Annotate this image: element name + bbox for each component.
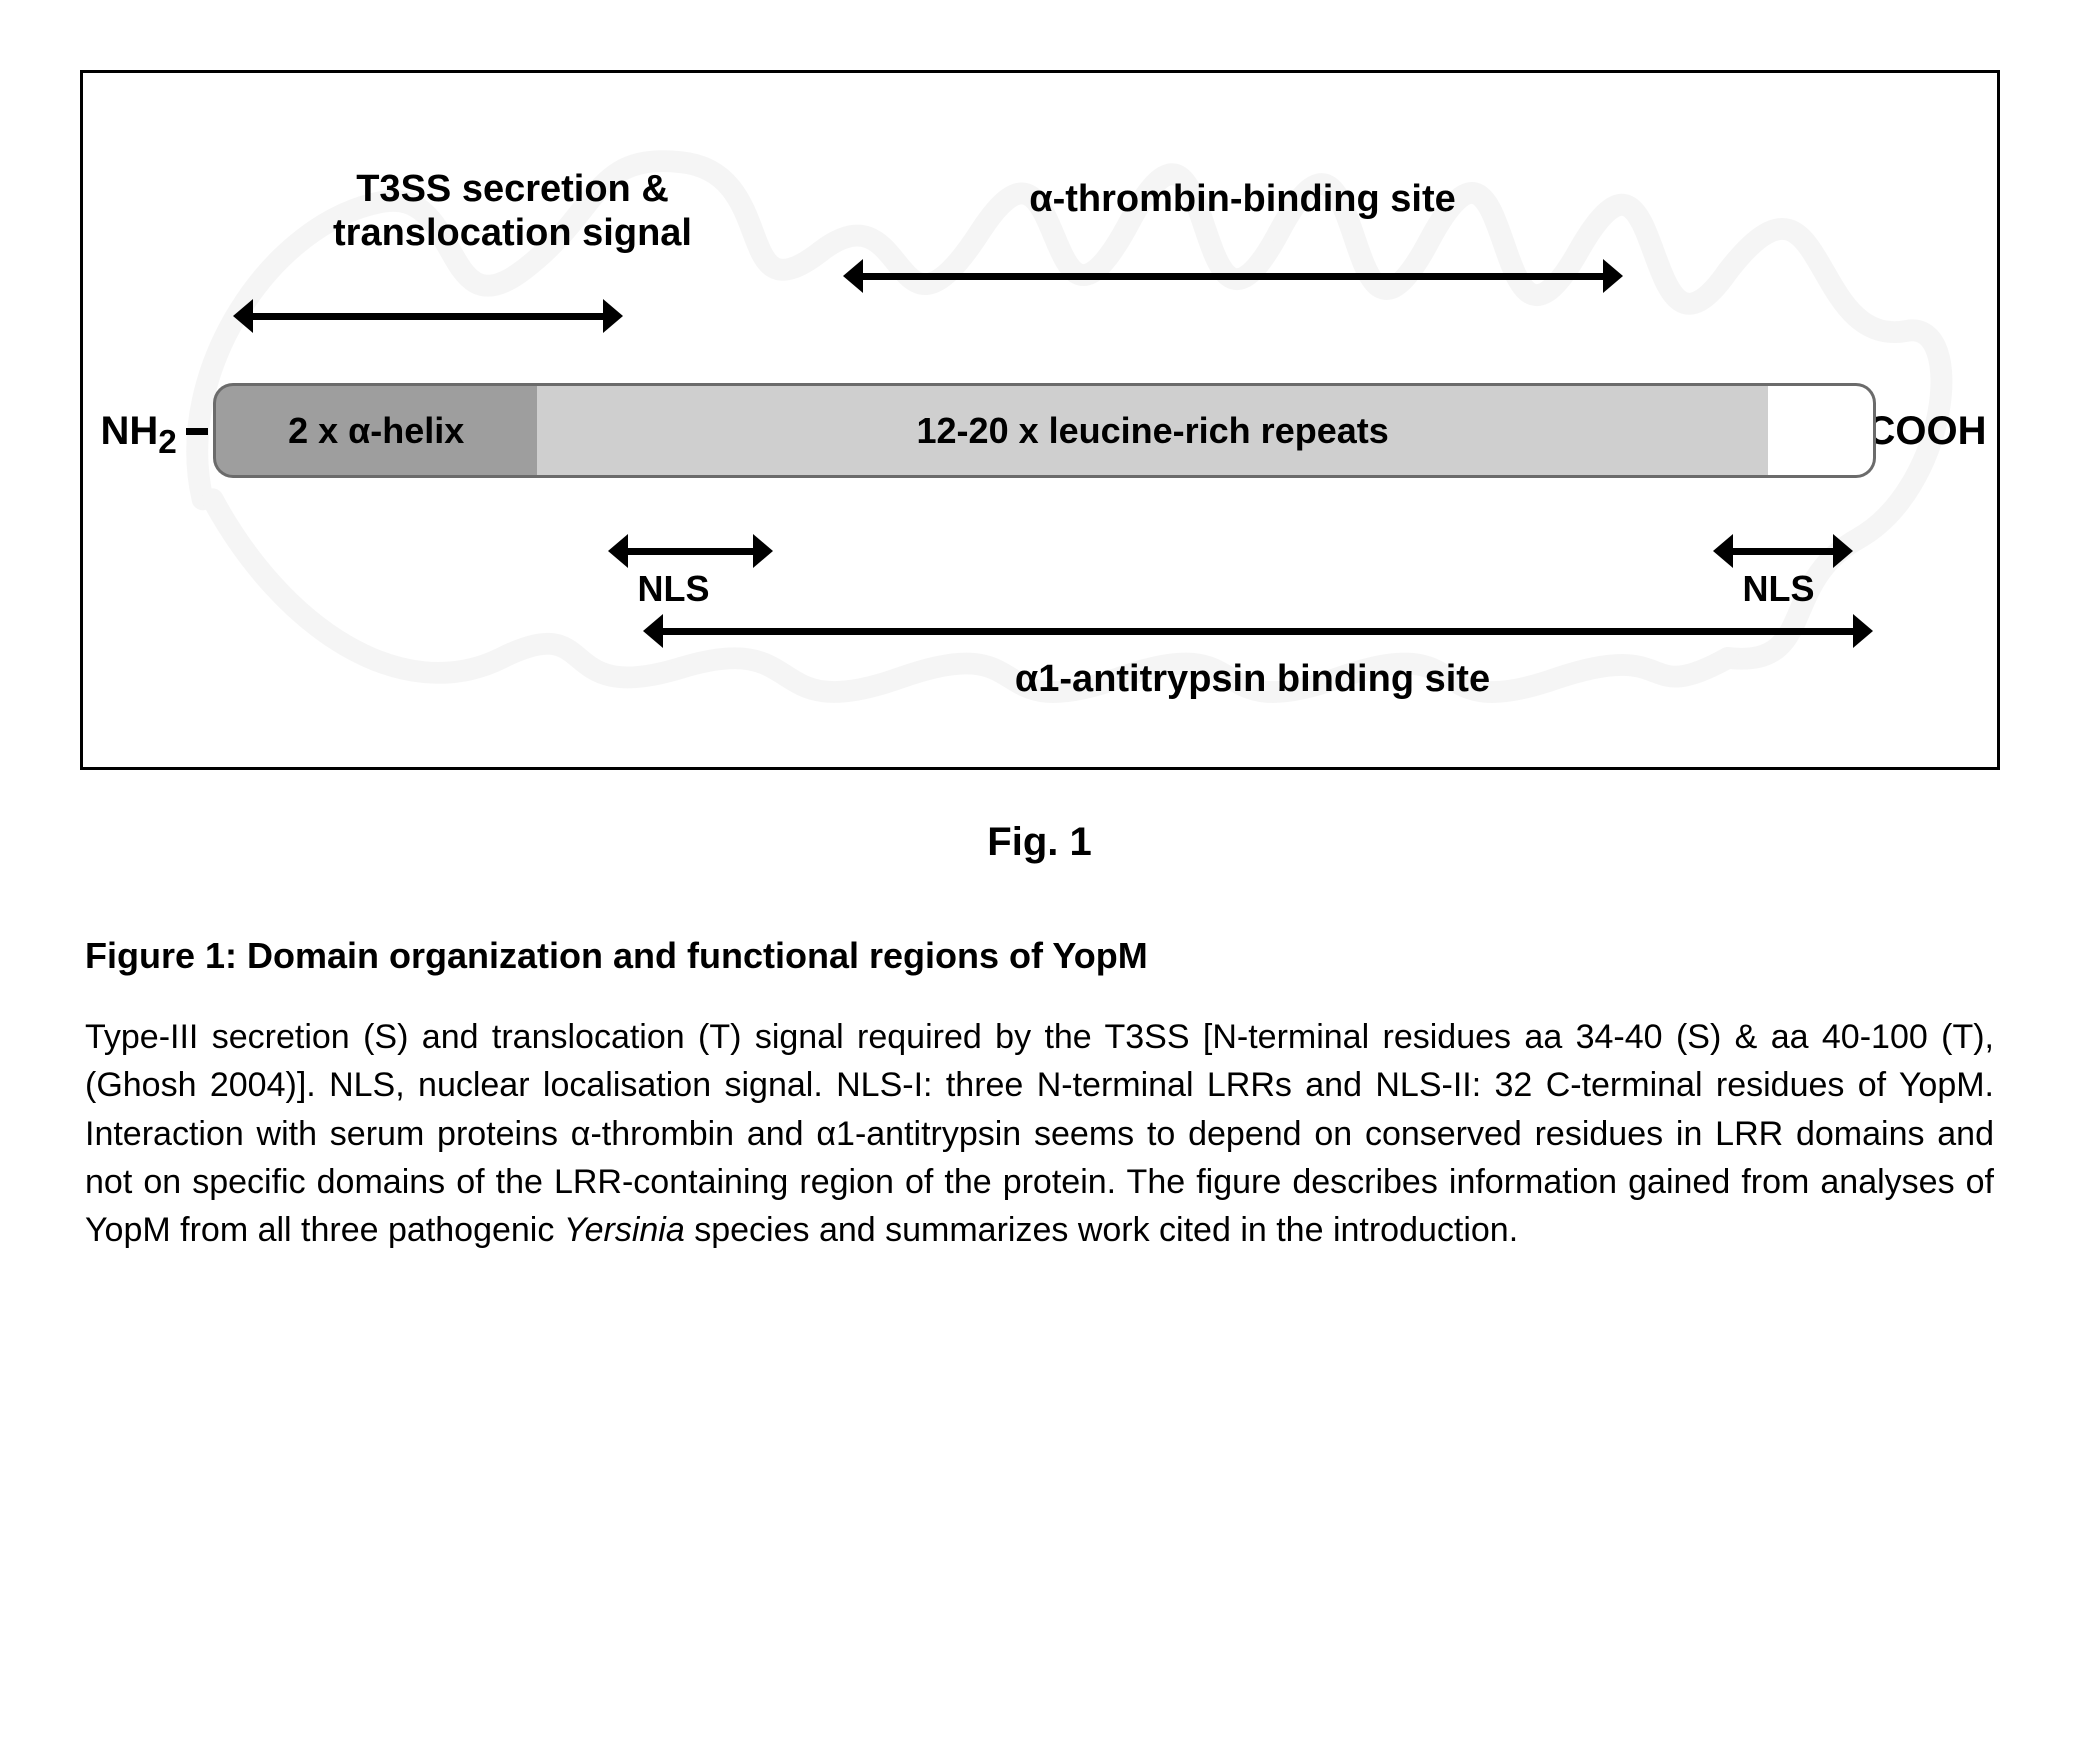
arrowhead-right-icon <box>603 299 623 333</box>
t3ss-line1: T3SS secretion & <box>303 168 723 212</box>
arrowhead-left-icon <box>643 614 663 648</box>
diagram-box: T3SS secretion & translocation signal α-… <box>80 70 2000 770</box>
arrowhead-left-icon <box>1713 534 1733 568</box>
arrowhead-left-icon <box>843 259 863 293</box>
arrowhead-left-icon <box>608 534 628 568</box>
antitrypsin-label: α1-antitrypsin binding site <box>843 658 1663 702</box>
thrombin-label: α-thrombin-binding site <box>903 178 1583 222</box>
tail-segment <box>1768 383 1876 478</box>
nh-sub: 2 <box>158 424 177 461</box>
t3ss-line2: translocation signal <box>303 212 723 256</box>
caption-title: Figure 1: Domain organization and functi… <box>85 935 2034 977</box>
arrowhead-right-icon <box>753 534 773 568</box>
antitrypsin-arrow <box>661 628 1855 635</box>
t3ss-label: T3SS secretion & translocation signal <box>303 168 723 255</box>
nls2-arrow <box>1731 548 1835 555</box>
nls-label-1: NLS <box>638 568 710 609</box>
figure-number: Fig. 1 <box>45 820 2034 865</box>
arrowhead-right-icon <box>1603 259 1623 293</box>
thrombin-arrow <box>861 273 1605 280</box>
helix-segment: 2 x α-helix <box>213 383 537 478</box>
arrowhead-right-icon <box>1833 534 1853 568</box>
nh-text: NH <box>101 409 159 453</box>
t3ss-arrow <box>251 313 605 320</box>
n-dash <box>186 428 208 435</box>
nls1-arrow <box>626 548 755 555</box>
nls-label-2: NLS <box>1743 568 1815 609</box>
caption-body: Type-III secretion (S) and translocation… <box>85 1013 1994 1254</box>
n-terminus-label: NH2 <box>101 409 177 462</box>
arrowhead-right-icon <box>1853 614 1873 648</box>
c-terminus-label: COOH <box>1867 409 1987 454</box>
arrowhead-left-icon <box>233 299 253 333</box>
lrr-segment: 12-20 x leucine-rich repeats <box>537 383 1768 478</box>
domain-bar: 2 x α-helix 12-20 x leucine-rich repeats <box>213 383 1877 478</box>
